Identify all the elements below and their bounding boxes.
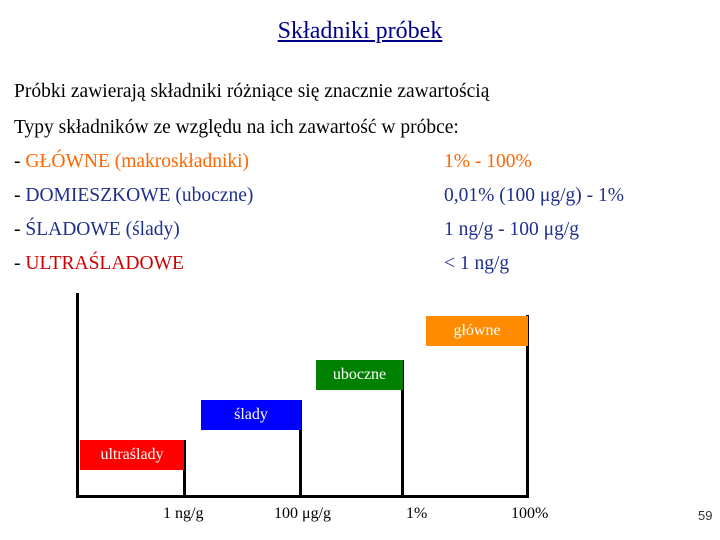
- axis-left: [76, 293, 79, 498]
- box-slady: ślady: [201, 400, 301, 430]
- intro-line-1: Próbki zawierają składniki różniące się …: [14, 81, 490, 102]
- tick-label-100ug: 100 μg/g: [274, 505, 332, 522]
- type-label: GŁÓWNE (makroskładniki): [25, 151, 250, 172]
- bullet-dash: -: [14, 151, 26, 172]
- type-range-sladowe: 1 ng/g - 100 μg/g: [444, 219, 580, 240]
- axis-bottom: [76, 495, 529, 498]
- page-title: Składniki próbek: [277, 18, 443, 44]
- divider-1pct: [401, 360, 404, 498]
- divider-100pct: [526, 315, 529, 498]
- bullet-dash: -: [14, 219, 26, 240]
- type-range-glowne: 1% - 100%: [444, 151, 532, 172]
- box-glowne: główne: [426, 316, 528, 346]
- tick-label-1pct: 1%: [406, 505, 428, 522]
- box-ultraslady: ultraślady: [80, 440, 184, 470]
- type-label: DOMIESZKOWE (uboczne): [25, 185, 254, 206]
- type-label: ULTRAŚLADOWE: [25, 253, 184, 274]
- type-range-ultrasladowe: < 1 ng/g: [444, 253, 510, 274]
- type-row-glowne: - GŁÓWNE (makroskładniki): [14, 150, 249, 174]
- type-range-domieszkowe: 0,01% (100 μg/g) - 1%: [444, 185, 624, 206]
- type-row-sladowe: - ŚLADOWE (ślady): [14, 218, 180, 242]
- bullet-dash: -: [14, 253, 26, 274]
- tick-label-100pct: 100%: [511, 505, 549, 522]
- type-label: ŚLADOWE (ślady): [25, 219, 180, 240]
- divider-100ug: [299, 400, 302, 498]
- divider-1ng: [183, 440, 186, 498]
- intro-line-2: Typy składników ze względu na ich zawart…: [14, 117, 459, 138]
- box-uboczne: uboczne: [316, 360, 403, 390]
- type-row-domieszkowe: - DOMIESZKOWE (uboczne): [14, 184, 253, 208]
- page-number: 59: [698, 508, 713, 523]
- tick-label-1ng: 1 ng/g: [163, 505, 204, 522]
- bullet-dash: -: [14, 185, 26, 206]
- type-row-ultrasladowe: - ULTRAŚLADOWE: [14, 252, 184, 276]
